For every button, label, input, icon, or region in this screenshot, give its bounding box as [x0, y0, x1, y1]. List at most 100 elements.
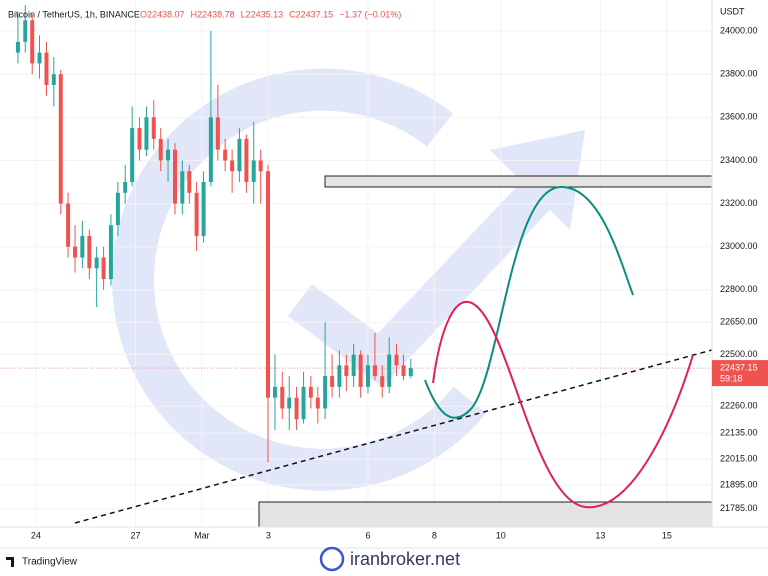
- y-tick-label: 22260.00: [720, 401, 758, 411]
- candle-body: [66, 203, 71, 247]
- y-tick-label: 23600.00: [720, 112, 758, 122]
- ohlc-value: L22435.13: [241, 9, 284, 19]
- candle-body: [294, 397, 299, 420]
- y-tick-label: 23400.00: [720, 155, 758, 165]
- candle-body: [365, 365, 370, 387]
- scenario-curve: [432, 300, 694, 509]
- y-tick-label: 23200.00: [720, 198, 758, 208]
- x-tick-label: Mar: [194, 530, 210, 540]
- candle-body: [123, 182, 128, 193]
- candle-body: [37, 52, 42, 64]
- candle-body: [337, 365, 342, 387]
- candle-body: [115, 192, 120, 226]
- candle-body: [180, 171, 185, 204]
- brand: TradingView: [22, 557, 78, 568]
- candle-body: [237, 138, 242, 172]
- y-tick-label: 23000.00: [720, 241, 758, 251]
- candle-body: [73, 246, 78, 258]
- candle-body: [223, 149, 228, 161]
- drawings: [74, 175, 712, 527]
- x-tick-label: 6: [365, 530, 370, 540]
- y-tick-label: 22500.00: [720, 349, 758, 359]
- y-tick-label: 24000.00: [720, 25, 758, 35]
- candle-body: [201, 182, 206, 236]
- candle-body: [194, 192, 199, 236]
- candle-body: [151, 117, 156, 139]
- candle-body: [208, 117, 213, 183]
- candle-body: [94, 257, 99, 269]
- x-tick-label: 8: [432, 530, 437, 540]
- candle-body: [58, 74, 63, 204]
- candle-body: [173, 149, 178, 204]
- ohlc-value: H22438.78: [191, 9, 235, 19]
- candle-body: [80, 235, 85, 258]
- y-tick-label: 22650.00: [720, 317, 758, 327]
- y-tick-label: 23800.00: [720, 69, 758, 79]
- candle-body: [351, 354, 356, 377]
- candle-body: [51, 74, 56, 85]
- candle-body: [215, 117, 220, 150]
- candle-body: [287, 397, 292, 409]
- x-tick-label: 15: [662, 530, 672, 540]
- candle-body: [144, 117, 149, 150]
- candle-body: [380, 376, 385, 387]
- candle-body: [358, 354, 363, 387]
- chart-title: Bitcoin / TetherUS, 1h, BINANCE: [8, 9, 140, 19]
- ohlc-value: O22438.07: [140, 9, 185, 19]
- candle-body: [244, 138, 249, 183]
- candle-body: [166, 149, 171, 161]
- y-tick-label: 22135.00: [720, 428, 758, 438]
- x-tick-label: 24: [31, 530, 41, 540]
- x-tick-label: 3: [266, 530, 271, 540]
- candle-body: [258, 160, 263, 172]
- candle-body: [323, 376, 328, 409]
- candle-body: [265, 171, 270, 398]
- brand-logo: [6, 557, 14, 567]
- candle-body: [137, 128, 142, 150]
- candle-body: [130, 128, 135, 183]
- trend-line: [74, 349, 712, 524]
- candle-body: [372, 365, 377, 377]
- watermark-text: iranbroker.net: [350, 549, 460, 569]
- candle-body: [394, 354, 399, 366]
- x-tick-label: 13: [595, 530, 605, 540]
- price-tag-value: 22437.15: [720, 362, 758, 372]
- countdown: 59:18: [720, 373, 743, 383]
- price-tag: [712, 360, 768, 387]
- candle-body: [387, 354, 392, 387]
- candle-body: [308, 386, 313, 398]
- candle-body: [158, 138, 163, 161]
- scenario-curve: [424, 185, 634, 419]
- candle-body: [330, 376, 335, 387]
- candle-body: [23, 20, 28, 42]
- watermark-icon: [319, 546, 345, 572]
- x-tick-label: 10: [496, 530, 506, 540]
- y-tick-label: 22800.00: [720, 284, 758, 294]
- candle-body: [15, 41, 20, 53]
- y-tick-label: 21785.00: [720, 503, 758, 513]
- candle-body: [280, 386, 285, 409]
- candle-body: [401, 365, 406, 377]
- candle-body: [44, 52, 49, 85]
- ohlc-value: C22437.15: [289, 9, 333, 19]
- candle-body: [251, 160, 256, 183]
- ohlc-value: −1.37 (−0.01%): [339, 9, 401, 19]
- candle-body: [301, 386, 306, 420]
- candle-body: [101, 257, 106, 280]
- candle-body: [230, 160, 235, 172]
- x-tick-label: 27: [130, 530, 140, 540]
- candle-body: [315, 397, 320, 409]
- candle-body: [408, 368, 413, 377]
- candle-body: [272, 386, 277, 398]
- candle-body: [108, 225, 113, 280]
- currency: USDT: [720, 6, 745, 16]
- support-zone: [258, 501, 712, 527]
- candle-body: [30, 20, 35, 64]
- candle-body: [87, 235, 92, 269]
- resistance-zone: [324, 175, 712, 188]
- y-tick-label: 22015.00: [720, 454, 758, 464]
- y-tick-label: 21895.00: [720, 479, 758, 489]
- candle-body: [187, 171, 192, 193]
- candle-body: [344, 365, 349, 377]
